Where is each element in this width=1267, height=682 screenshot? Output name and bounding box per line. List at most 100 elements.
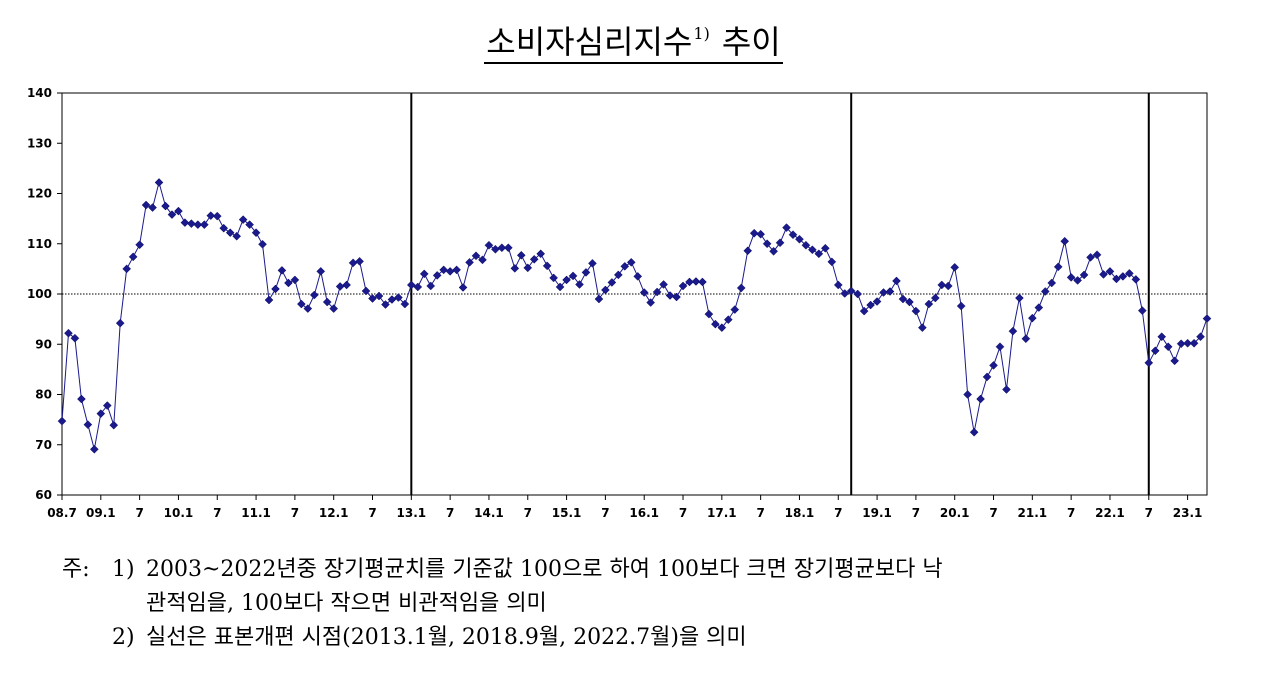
data-point — [840, 289, 850, 298]
data-point — [1079, 270, 1089, 280]
data-point — [309, 290, 319, 300]
data-point — [523, 263, 533, 273]
data-point — [1125, 269, 1134, 278]
data-point — [167, 210, 177, 219]
x-tick-label: 7 — [1145, 506, 1153, 520]
data-point — [639, 288, 649, 297]
data-point — [89, 444, 99, 454]
data-point — [109, 420, 119, 430]
data-point — [542, 261, 552, 271]
data-point — [853, 289, 863, 299]
x-tick-label: 22.1 — [1095, 506, 1125, 520]
data-point — [128, 252, 138, 262]
x-tick-label: 09.1 — [86, 506, 116, 520]
data-point — [504, 243, 513, 253]
y-tick-label: 100 — [27, 287, 52, 301]
y-tick-label: 60 — [35, 488, 52, 502]
data-point — [905, 297, 914, 307]
data-point — [64, 328, 73, 338]
data-point — [1092, 250, 1102, 260]
y-tick-label: 80 — [35, 388, 52, 402]
data-point — [762, 239, 772, 249]
data-point — [206, 211, 216, 220]
footnote-prefix: 주: — [62, 557, 90, 582]
data-point — [885, 287, 895, 296]
data-point — [57, 416, 67, 426]
chart-title-text: 소비자심리지수1) 추이 — [484, 14, 783, 64]
x-tick-label: 12.1 — [319, 506, 349, 520]
x-tick-label: 7 — [1067, 506, 1075, 520]
footnote-1-line1: 2003~2022년중 장기평균치를 기준값 100으로 하여 100보다 크면… — [146, 557, 943, 582]
data-point — [368, 294, 377, 303]
data-point — [549, 273, 558, 283]
data-point — [161, 201, 170, 211]
data-point — [808, 245, 817, 255]
data-point — [989, 361, 998, 370]
data-point — [995, 342, 1005, 352]
data-point — [70, 333, 80, 343]
data-point — [394, 293, 403, 302]
data-point — [892, 276, 901, 286]
data-point — [736, 283, 746, 293]
data-point — [478, 255, 487, 265]
x-tick-label: 20.1 — [940, 506, 970, 520]
data-point — [413, 282, 423, 292]
data-point — [879, 288, 888, 297]
data-point — [439, 265, 449, 275]
x-tick-label: 11.1 — [241, 506, 271, 520]
data-point — [77, 394, 86, 404]
data-point — [199, 220, 209, 230]
x-axis: 08.7 09.1 7 10.1 7 11.1 7 12.1 7 13.1 7 14.1 7 15.1 7 1… — [47, 495, 1202, 520]
data-point — [258, 239, 267, 249]
data-point — [1163, 342, 1173, 352]
data-point — [342, 280, 351, 290]
x-tick-label: 7 — [213, 506, 221, 520]
x-tick-label: 7 — [135, 506, 143, 520]
data-point — [432, 271, 442, 280]
data-point — [943, 281, 953, 291]
x-tick-label: 10.1 — [164, 506, 194, 520]
y-tick-label: 130 — [27, 136, 52, 150]
x-tick-label: 7 — [912, 506, 920, 520]
x-tick-label: 7 — [368, 506, 376, 520]
data-point — [833, 280, 843, 290]
data-point — [1170, 356, 1180, 366]
data-point — [956, 301, 966, 311]
y-tick-label: 90 — [35, 337, 52, 351]
x-tick-label: 7 — [989, 506, 997, 520]
data-point — [348, 258, 358, 268]
data-point — [1066, 273, 1076, 282]
y-tick-label: 110 — [27, 237, 52, 251]
data-point — [335, 282, 345, 291]
data-point — [361, 286, 371, 296]
data-point — [400, 299, 410, 309]
data-point — [387, 295, 397, 304]
data-point — [788, 230, 798, 240]
data-point — [898, 294, 908, 304]
data-point — [303, 304, 313, 313]
data-point — [801, 240, 811, 250]
data-point — [296, 299, 306, 309]
chart-title: 소비자심리지수1) 추이 — [0, 14, 1267, 64]
footnote-1-line2: 관적임을, 100보다 작으면 비관적임을 의미 — [146, 591, 547, 616]
data-point — [723, 315, 733, 324]
x-tick-label: 7 — [834, 506, 842, 520]
data-point — [1060, 236, 1070, 246]
footnote-2: 2) 실선은 표본개편 시점(2013.1월, 2018.9월, 2022.7월)… — [62, 621, 943, 655]
data-point — [1027, 313, 1037, 323]
data-point — [924, 299, 934, 309]
data-point — [918, 323, 927, 333]
data-point — [516, 250, 526, 260]
data-point — [174, 206, 183, 216]
data-point — [1157, 332, 1167, 342]
x-tick-label: 13.1 — [397, 506, 427, 520]
data-point — [652, 287, 662, 297]
series-line — [61, 180, 1208, 450]
data-point — [911, 306, 921, 316]
data-point — [601, 285, 610, 295]
data-point — [769, 246, 778, 256]
data-point — [1150, 346, 1160, 356]
title-main: 소비자심리지수 — [486, 23, 693, 61]
x-tick-label: 17.1 — [707, 506, 737, 520]
data-point — [1086, 252, 1095, 262]
